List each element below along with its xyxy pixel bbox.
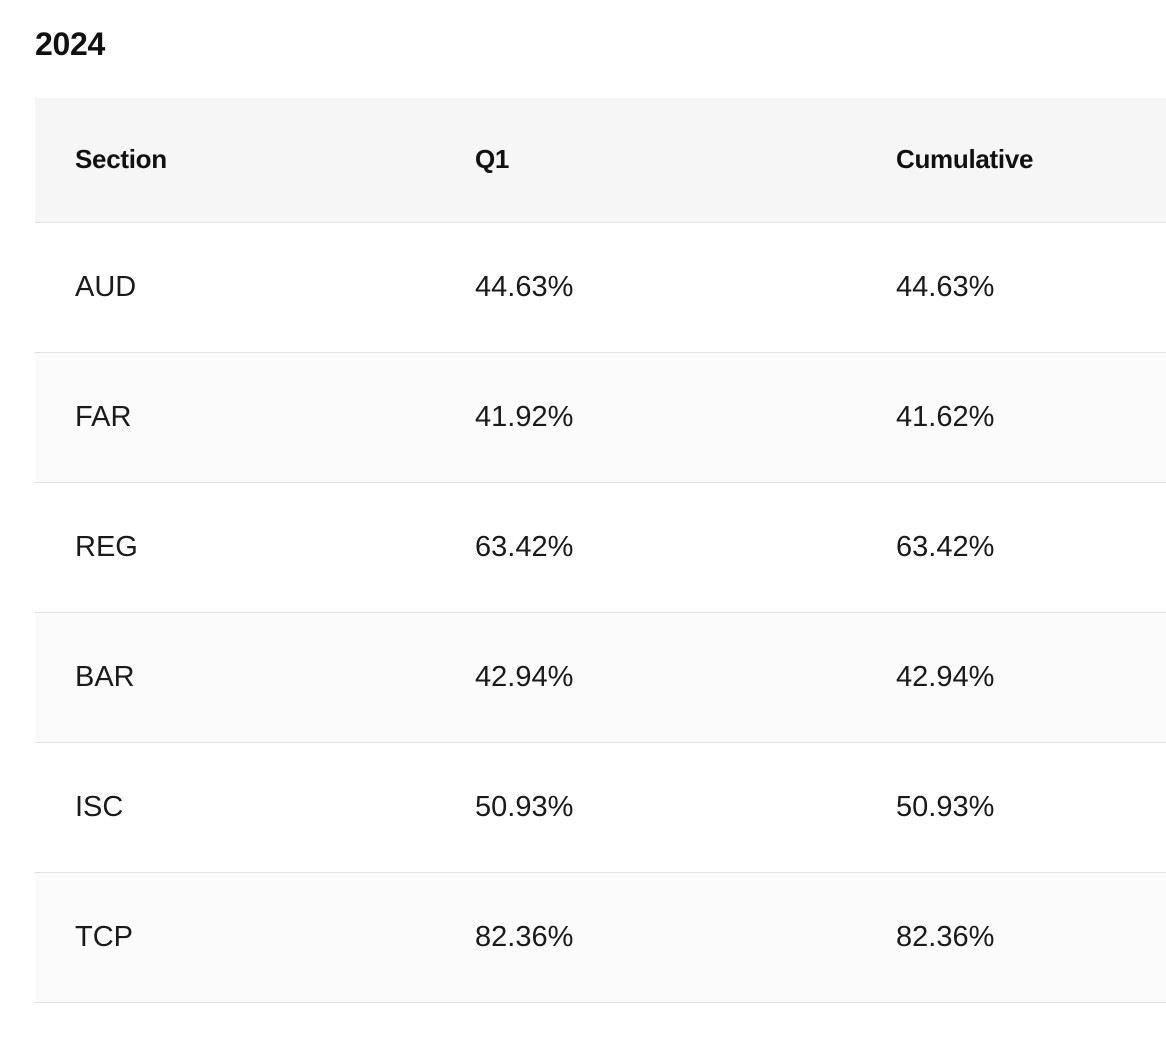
year-heading: 2024 — [35, 26, 105, 62]
cell-section: TCP — [35, 872, 435, 1003]
cell-cumulative: 41.62% — [856, 352, 1166, 483]
table-row: TCP 82.36% 82.36% — [35, 872, 1166, 1003]
cell-section: REG — [35, 482, 435, 613]
cell-cumulative: 44.63% — [856, 222, 1166, 353]
cell-section: BAR — [35, 612, 435, 743]
cell-cumulative: 50.93% — [856, 742, 1166, 873]
table-row: REG 63.42% 63.42% — [35, 482, 1166, 613]
cell-section: AUD — [35, 222, 435, 353]
column-header-section: Section — [35, 98, 435, 223]
table-header: Section Q1 Cumulative — [35, 98, 1166, 223]
cell-q1: 42.94% — [435, 612, 856, 743]
cell-q1: 41.92% — [435, 352, 856, 483]
cell-section: FAR — [35, 352, 435, 483]
header-row: Section Q1 Cumulative — [35, 98, 1166, 223]
table-row: ISC 50.93% 50.93% — [35, 742, 1166, 873]
cell-q1: 82.36% — [435, 872, 856, 1003]
cell-q1: 44.63% — [435, 222, 856, 353]
cell-cumulative: 63.42% — [856, 482, 1166, 613]
table-row: FAR 41.92% 41.62% — [35, 352, 1166, 483]
cell-cumulative: 42.94% — [856, 612, 1166, 743]
column-header-cumulative: Cumulative — [856, 98, 1166, 223]
table-body: AUD 44.63% 44.63% FAR 41.92% 41.62% REG … — [35, 222, 1166, 1003]
table-row: BAR 42.94% 42.94% — [35, 612, 1166, 743]
column-header-q1: Q1 — [435, 98, 856, 223]
cell-cumulative: 82.36% — [856, 872, 1166, 1003]
pass-rate-table: Section Q1 Cumulative AUD 44.63% 44.63% … — [35, 98, 1166, 1003]
cell-section: ISC — [35, 742, 435, 873]
table-row: AUD 44.63% 44.63% — [35, 222, 1166, 353]
cell-q1: 50.93% — [435, 742, 856, 873]
cell-q1: 63.42% — [435, 482, 856, 613]
